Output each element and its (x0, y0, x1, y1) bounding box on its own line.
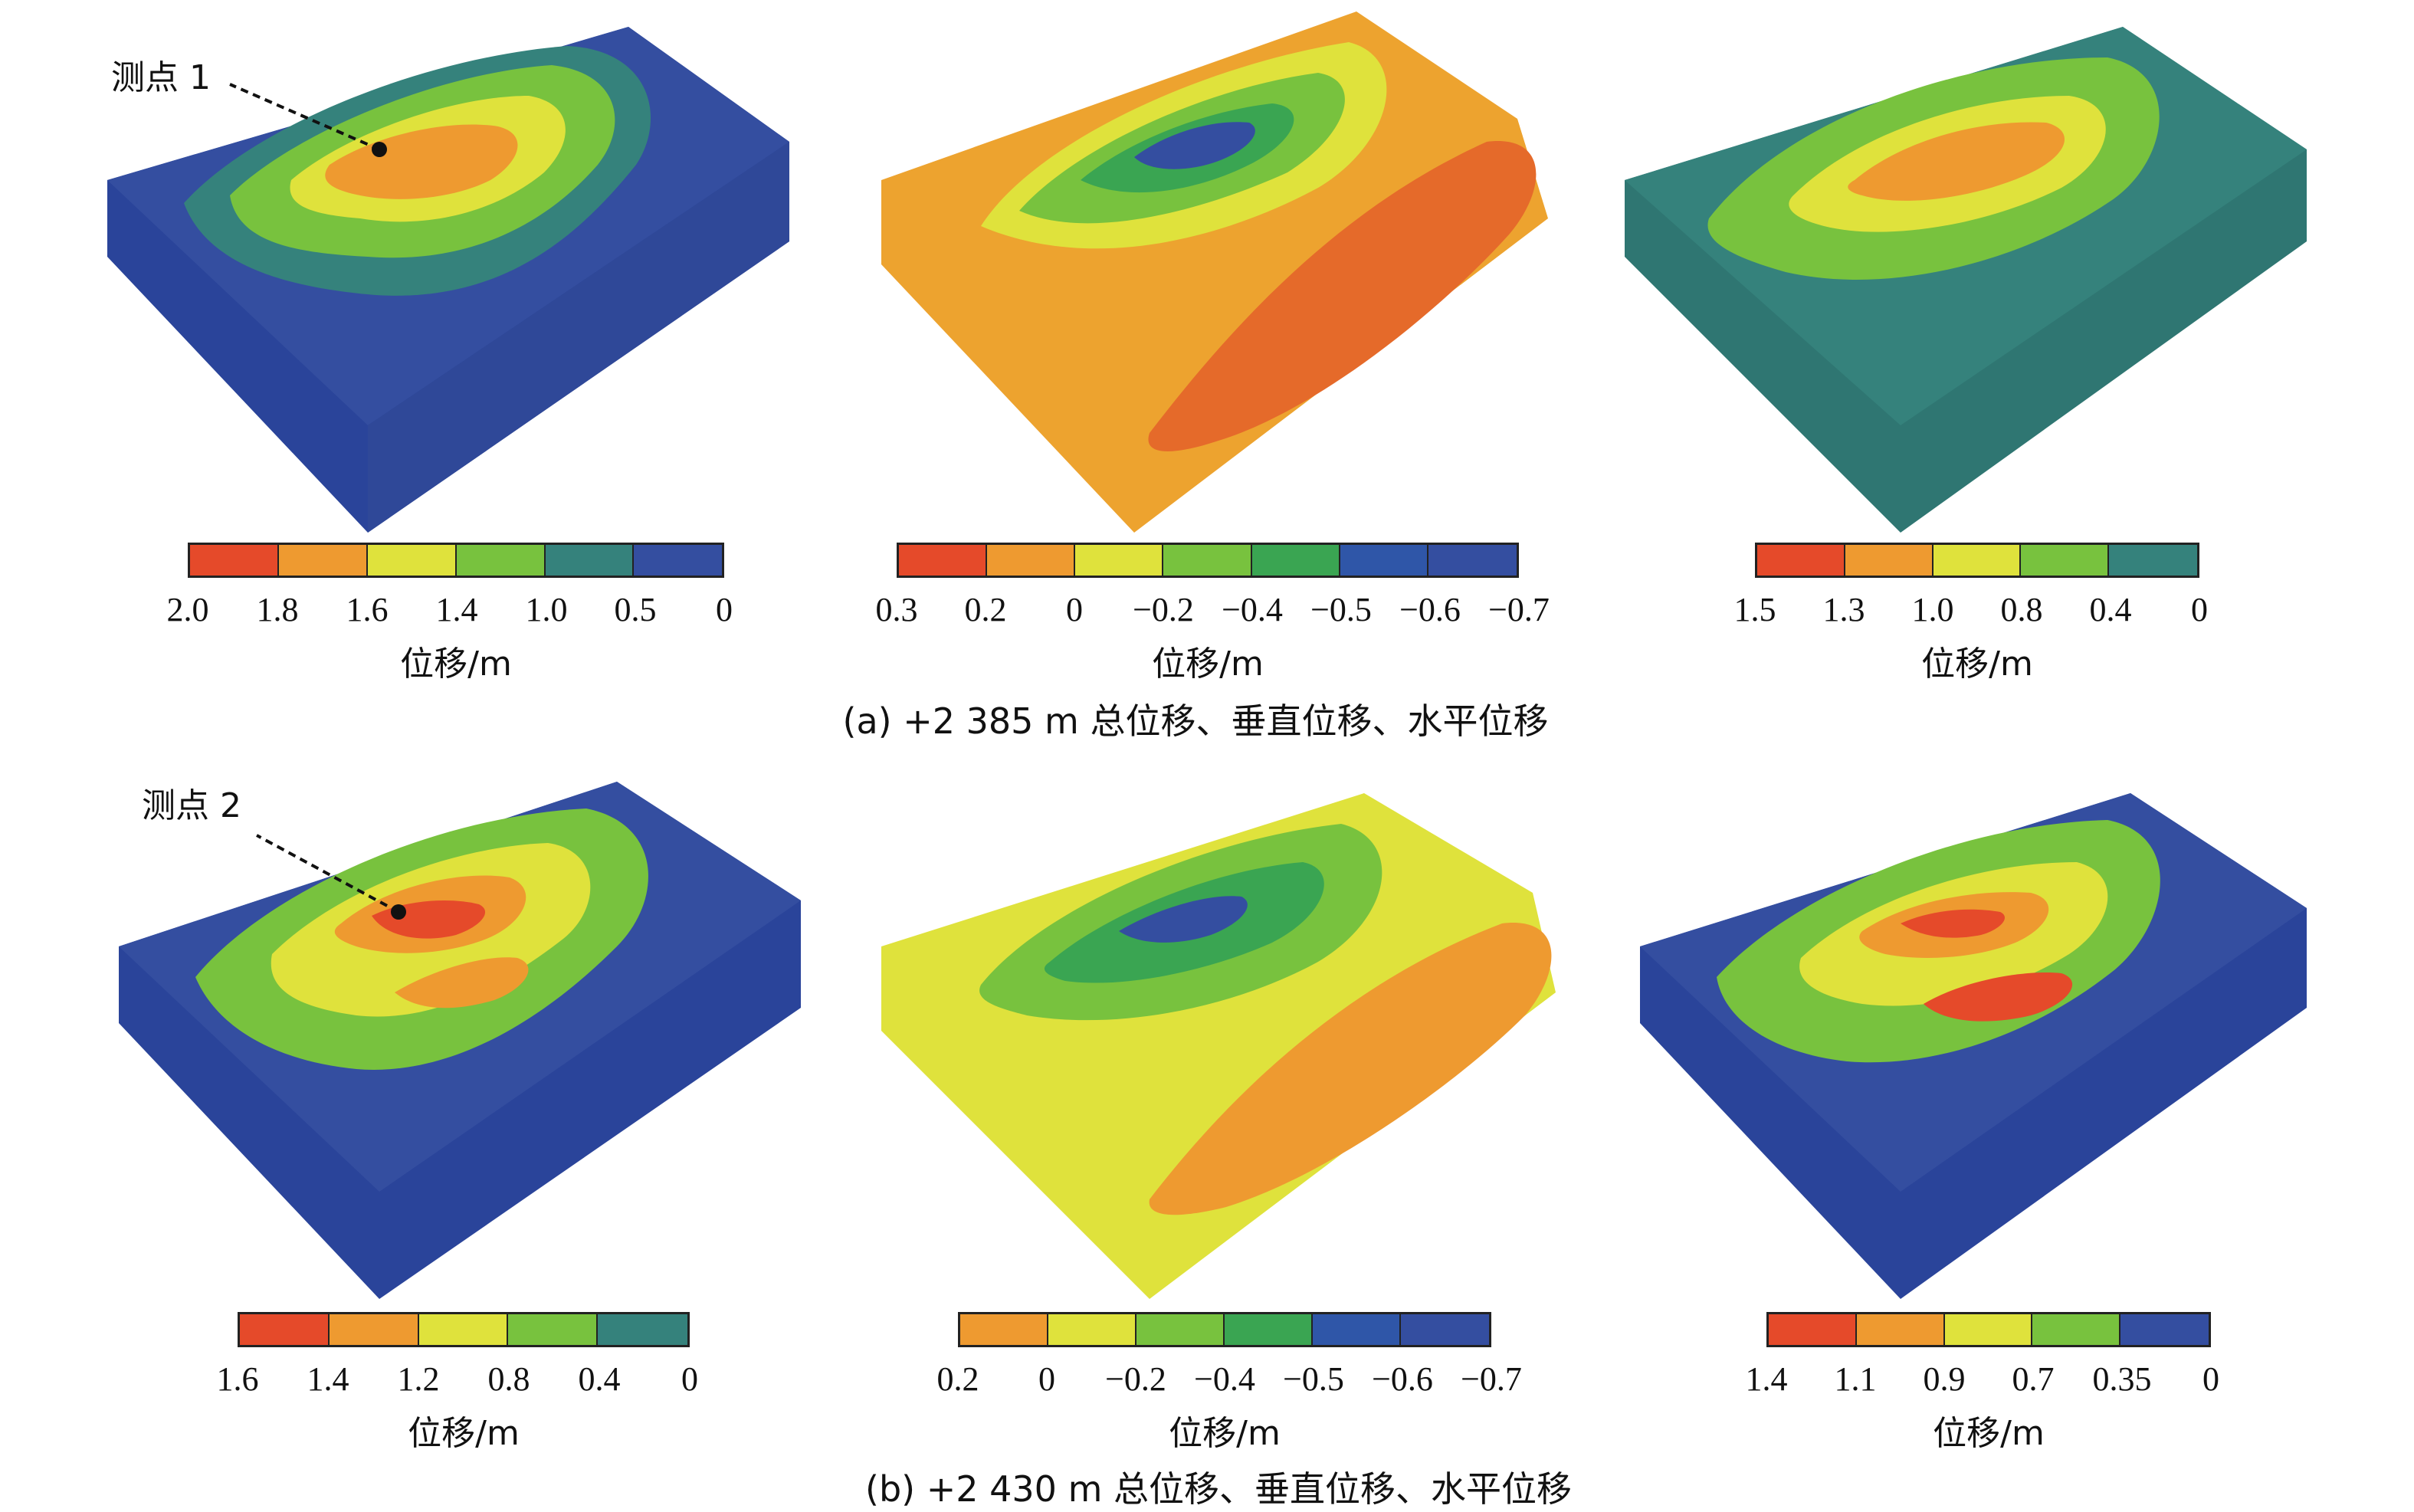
tick-label: 0 (2191, 591, 2208, 628)
tick-label: −0.2 (1105, 1360, 1166, 1398)
tick-label: 2.0 (166, 591, 209, 628)
tick-label: 1.2 (397, 1360, 440, 1398)
tick-label: 0.5 (614, 591, 657, 628)
tick-label: −0.7 (1461, 1360, 1522, 1398)
legend-unit: 位移/m (1169, 1414, 1281, 1453)
legend-unit: 位移/m (1921, 644, 2033, 684)
tick-label: 0.9 (1923, 1360, 1966, 1398)
legend-unit: 位移/m (1152, 644, 1264, 684)
tick-label: 0.7 (2012, 1360, 2055, 1398)
legend-unit: 位移/m (400, 644, 512, 684)
caption-a: (a) +2 385 m 总位移、垂直位移、水平位移 (842, 700, 1549, 742)
tick-label: 0 (1066, 591, 1083, 628)
tick-label: 1.0 (525, 591, 568, 628)
tick-label: 0.8 (2000, 591, 2043, 628)
model-b-vertical (874, 778, 1579, 1299)
model-b-total (111, 778, 816, 1299)
tick-label: 0.4 (578, 1360, 621, 1398)
tick-label: 1.4 (1745, 1360, 1788, 1398)
tick-label: 0.3 (875, 591, 918, 628)
tick-label: −0.5 (1310, 591, 1372, 628)
model-a-total (100, 11, 805, 533)
tick-label: 1.0 (1911, 591, 1954, 628)
tick-label: 1.6 (216, 1360, 259, 1398)
tick-label: 1.1 (1834, 1360, 1877, 1398)
tick-label: 0 (681, 1360, 698, 1398)
model-a-vertical (858, 11, 1563, 533)
tick-label: −0.5 (1283, 1360, 1344, 1398)
tick-label: 1.3 (1822, 591, 1865, 628)
tick-label: 1.8 (256, 591, 299, 628)
legend-unit: 位移/m (408, 1414, 520, 1453)
tick-label: 0.2 (964, 591, 1007, 628)
tick-label: 0.35 (2092, 1360, 2152, 1398)
tick-label: 0.8 (487, 1360, 530, 1398)
tick-label: 1.4 (435, 591, 478, 628)
tick-label: −0.2 (1133, 591, 1194, 628)
tick-label: −0.6 (1372, 1360, 1433, 1398)
tick-label: −0.7 (1488, 591, 1550, 628)
tick-label: 1.6 (346, 591, 389, 628)
legend-unit: 位移/m (1933, 1414, 2045, 1453)
measurement-point-label: 测点 1 (111, 58, 211, 97)
tick-label: 0.4 (2089, 591, 2132, 628)
tick-label: 0 (716, 591, 733, 628)
tick-label: 1.4 (307, 1360, 349, 1398)
measurement-point-label: 测点 2 (142, 786, 241, 825)
model-a-horizontal (1617, 11, 2322, 533)
tick-label: −0.4 (1194, 1360, 1255, 1398)
model-b-horizontal (1632, 778, 2337, 1299)
tick-label: 1.5 (1733, 591, 1776, 628)
caption-b: (b) +2 430 m 总位移、垂直位移、水平位移 (865, 1468, 1572, 1510)
tick-label: 0 (2202, 1360, 2219, 1398)
tick-label: −0.4 (1222, 591, 1283, 628)
tick-label: −0.6 (1399, 591, 1461, 628)
tick-label: 0 (1038, 1360, 1055, 1398)
tick-label: 0.2 (936, 1360, 979, 1398)
